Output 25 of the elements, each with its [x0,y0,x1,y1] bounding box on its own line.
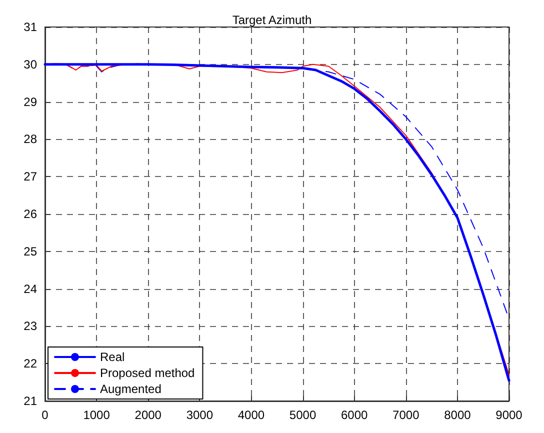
y-tick-label: 28 [24,132,38,146]
y-tick-label: 31 [24,20,38,34]
y-tick-label: 22 [24,356,38,371]
x-tick-label: 1000 [83,408,110,422]
y-tick-label: 26 [24,207,38,221]
x-tick-label: 9000 [496,408,523,422]
x-tick-label: 0 [42,408,49,422]
x-tick-label: 3000 [186,408,214,422]
y-tick-label: 24 [24,282,38,296]
x-tick-label: 7000 [392,408,420,422]
y-tick-label: 23 [24,319,38,334]
y-tick-label: 30 [24,57,38,72]
y-tick-label: 25 [24,244,38,258]
chart-title: Target Azimuth [232,13,312,27]
y-tick-label: 21 [24,394,38,408]
x-tick-label: 5000 [289,408,316,422]
y-tick-label: 29 [24,94,38,109]
x-tick-label: 4000 [238,408,265,422]
x-tick-label: 8000 [444,408,472,422]
legend-label: Augmented [100,382,162,396]
x-tick-label: 2000 [134,408,162,422]
x-tick-label: 6000 [340,408,368,422]
legend-label: Proposed method [100,366,195,380]
legend-label: Real [100,350,125,364]
y-tick-label: 27 [24,170,38,184]
